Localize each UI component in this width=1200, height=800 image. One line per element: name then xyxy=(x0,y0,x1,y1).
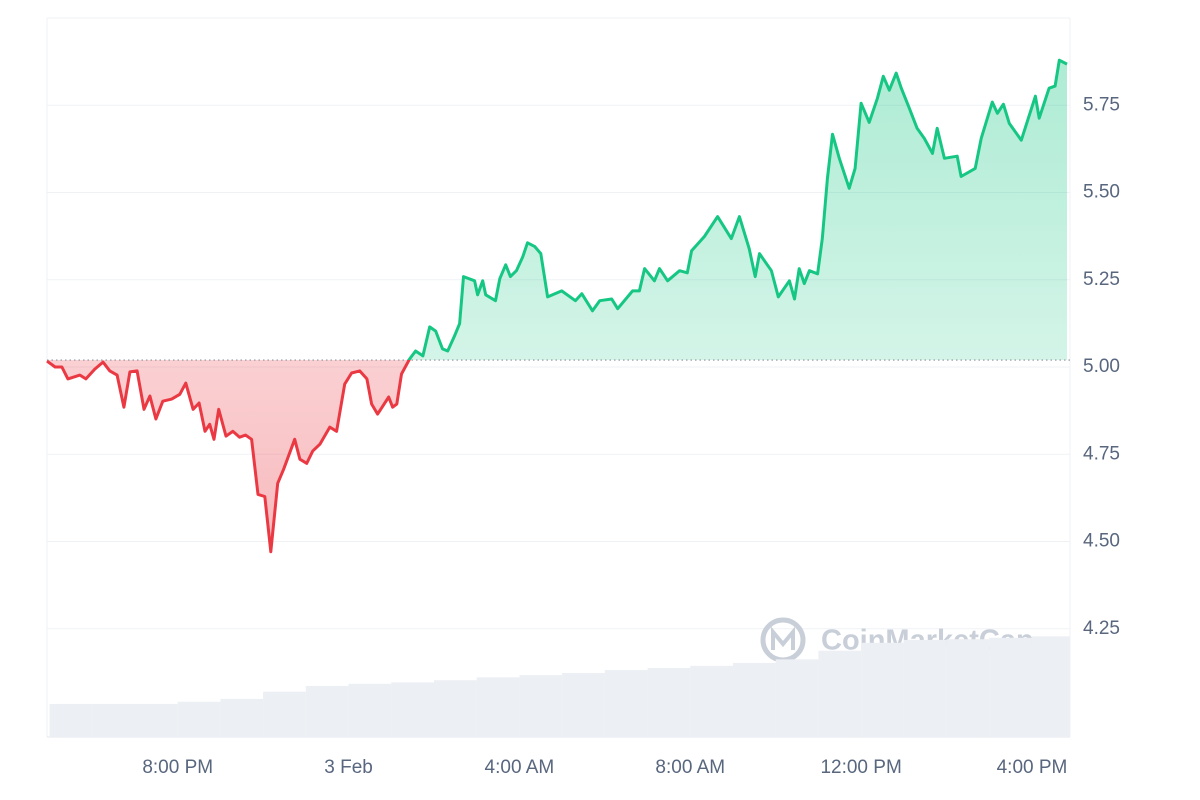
volume-bar xyxy=(604,670,648,737)
volume-bar xyxy=(519,675,563,737)
volume-bar xyxy=(690,665,733,737)
volume-bar xyxy=(903,639,947,737)
y-tick-label: 5.00 xyxy=(1083,356,1120,377)
volume-bar xyxy=(177,701,221,737)
volume-bar xyxy=(861,642,904,737)
volume-bar xyxy=(946,639,990,737)
volume-bar xyxy=(49,703,93,737)
volume-bar xyxy=(92,703,135,737)
y-tick-label: 4.25 xyxy=(1083,618,1120,639)
volume-bar xyxy=(775,659,819,737)
volume-bar xyxy=(433,680,477,737)
volume-bar xyxy=(476,677,520,737)
area-up xyxy=(409,60,1067,361)
volume-bar xyxy=(647,667,691,737)
y-tick-label: 5.25 xyxy=(1083,269,1120,290)
volume-bar xyxy=(348,683,392,737)
line-up xyxy=(47,58,1068,361)
y-tick-label: 5.75 xyxy=(1083,94,1120,115)
y-tick-label: 5.50 xyxy=(1083,182,1120,203)
x-tick-label: 8:00 AM xyxy=(655,757,725,778)
y-tick-label: 4.75 xyxy=(1083,443,1120,464)
y-tick-label: 4.50 xyxy=(1083,531,1120,552)
x-tick-label: 4:00 PM xyxy=(997,757,1068,778)
x-tick-label: 8:00 PM xyxy=(142,757,213,778)
volume-bar xyxy=(305,685,349,737)
line-down xyxy=(46,360,411,554)
volume-bar xyxy=(732,662,776,737)
x-tick-label: 3 Feb xyxy=(324,757,373,778)
volume-bar xyxy=(989,637,1032,737)
x-tick-label: 4:00 AM xyxy=(485,757,555,778)
volume-bar xyxy=(1031,636,1070,737)
watermark-logo-mark xyxy=(771,626,795,650)
watermark-logo xyxy=(760,617,806,663)
volume-bar xyxy=(562,673,605,737)
volume-bar xyxy=(220,698,264,737)
volume-bar xyxy=(818,650,862,737)
volume-bar xyxy=(263,691,306,737)
x-tick-label: 12:00 PM xyxy=(820,757,901,778)
volume-bar xyxy=(391,682,434,737)
volume-bar xyxy=(134,703,178,737)
area-down xyxy=(47,360,1067,552)
